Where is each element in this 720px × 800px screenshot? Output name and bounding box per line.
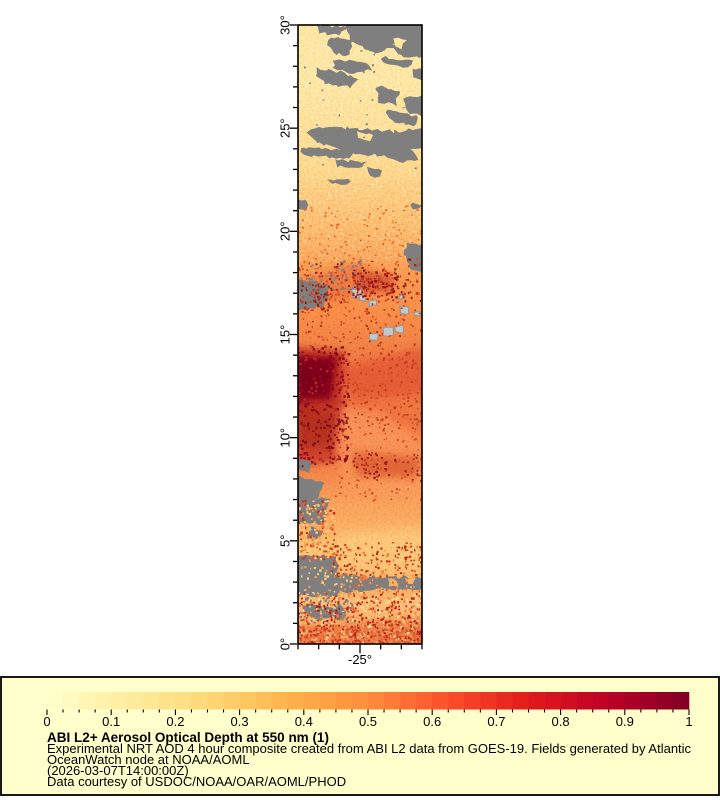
svg-text:ABI L2+ Aerosol Optical Depth: ABI L2+ Aerosol Optical Depth at 550 nm … [47, 730, 329, 745]
svg-text:0.9: 0.9 [616, 714, 634, 729]
svg-text:25°: 25° [278, 118, 293, 138]
svg-text:-25°: -25° [348, 652, 372, 667]
svg-text:Data courtesy of USDOC/NOAA/OA: Data courtesy of USDOC/NOAA/OAR/AOML/PHO… [47, 774, 346, 789]
svg-text:(2026-03-07T14:00:00Z): (2026-03-07T14:00:00Z) [47, 763, 189, 778]
svg-text:Experimental NRT AOD 4 hour co: Experimental NRT AOD 4 hour composite cr… [47, 741, 692, 756]
svg-text:0°: 0° [278, 638, 293, 650]
svg-text:20°: 20° [278, 221, 293, 241]
svg-text:30°: 30° [278, 15, 293, 35]
svg-text:15°: 15° [278, 325, 293, 345]
svg-text:0.8: 0.8 [552, 714, 570, 729]
svg-text:5°: 5° [278, 535, 293, 547]
svg-text:0.2: 0.2 [166, 714, 184, 729]
svg-text:0.5: 0.5 [359, 714, 377, 729]
svg-text:0.6: 0.6 [423, 714, 441, 729]
svg-text:OceanWatch node at NOAA/AOML: OceanWatch node at NOAA/AOML [47, 752, 250, 767]
svg-text:10°: 10° [278, 428, 293, 448]
svg-text:0.3: 0.3 [231, 714, 249, 729]
svg-text:0.1: 0.1 [102, 714, 120, 729]
svg-text:0.4: 0.4 [295, 714, 313, 729]
svg-text:0.7: 0.7 [487, 714, 505, 729]
svg-text:1: 1 [685, 714, 692, 729]
svg-text:0: 0 [43, 714, 50, 729]
